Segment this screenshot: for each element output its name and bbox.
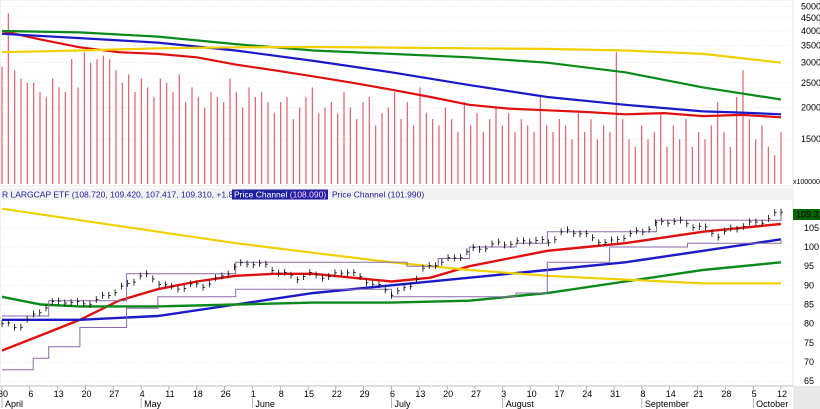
volume-y-tick-label: 5000 xyxy=(801,1,820,11)
x-axis: 30 6 13 20 27 4 11 18 26 1 8 15 22 29 6 13 20 27 3 10 17 24 31… xyxy=(0,385,793,409)
last-price-value: 109.31 xyxy=(796,210,820,220)
x-tick-label: 1 xyxy=(251,389,256,399)
x-tick-label: 6 xyxy=(390,389,395,399)
x-tick-label: 14 xyxy=(666,389,676,399)
volume-panel: 5000 4500 4000 3500 3000 2500 2000 1500 xyxy=(0,0,820,187)
price-y-tick-label: 65 xyxy=(804,376,814,386)
x-tick-label: 24 xyxy=(582,389,592,399)
price-y-tick-label: 70 xyxy=(804,357,814,367)
legend-symbol: R LARGCAP ETF xyxy=(2,190,69,200)
last-price-badge: 109.31 xyxy=(793,209,820,220)
x-tick-label: 17 xyxy=(554,389,564,399)
volume-ma-red-line xyxy=(1,29,782,119)
x-tick-label: 27 xyxy=(471,389,481,399)
price-channel-lower-line xyxy=(2,239,782,371)
volume-y-tick-label: 1500 xyxy=(801,134,820,144)
svg-text:Price Channel (1: Price Channel (101.990) xyxy=(332,190,424,200)
x-month-label: April xyxy=(5,399,23,409)
price-legend: R LARGCAP ETF (108.720, 109.420, 107.417… xyxy=(0,189,792,200)
price-y-tick-label: 90 xyxy=(804,280,814,290)
x-tick-label: 11 xyxy=(165,389,174,399)
price-y-tick-label: 95 xyxy=(804,261,814,271)
x-month-label: June xyxy=(255,399,275,409)
price-y-tick-label: 80 xyxy=(804,319,814,329)
price-y-tick-label: 100 xyxy=(804,242,819,252)
x-tick-label: 13 xyxy=(54,389,64,399)
volume-ma-green-line xyxy=(1,29,782,101)
price-y-tick-label: 75 xyxy=(804,338,814,348)
x-tick-label: 6 xyxy=(28,389,33,399)
x-month-label: May xyxy=(144,399,162,409)
x-tick-label: 12 xyxy=(777,389,787,399)
legend-channel2-value: (101.990) xyxy=(388,190,425,200)
x-tick-label: 5 xyxy=(752,389,757,399)
svg-text:Price Channel (1: Price Channel (108.090) xyxy=(234,190,326,200)
x-tick-label: 8 xyxy=(640,389,645,399)
price-y-tick-label: 105 xyxy=(804,223,819,233)
x-tick-label: 27 xyxy=(109,389,119,399)
volume-ma-blue-line xyxy=(1,32,782,116)
x-tick-label: 20 xyxy=(443,389,453,399)
svg-text:R LARGCAP ETF (1: R LARGCAP ETF (108.720, 109.420, 107.417… xyxy=(2,190,255,200)
x-tick-label: 26 xyxy=(221,389,231,399)
x-tick-label: 4 xyxy=(140,389,145,399)
x-tick-label: 29 xyxy=(360,389,370,399)
x-month-label: October xyxy=(756,399,788,409)
x-tick-label: 18 xyxy=(193,389,203,399)
volume-y-tick-label: 4500 xyxy=(801,13,820,23)
legend-channel1-value: (108.090) xyxy=(290,190,327,200)
price-channel-upper-line xyxy=(2,212,782,317)
volume-y-tick-label: 2000 xyxy=(801,102,820,112)
x-tick-label: 10 xyxy=(527,389,537,399)
legend-channel2-label: Price Channel xyxy=(332,190,386,200)
x-month-label: August xyxy=(506,399,535,409)
x-tick-label: 20 xyxy=(81,389,91,399)
x-month-label: July xyxy=(395,399,412,409)
x-tick-label: 8 xyxy=(279,389,284,399)
legend-channel1-label: Price Channel xyxy=(234,190,288,200)
x-tick-label: 3 xyxy=(501,389,506,399)
volume-ma-yellow-line xyxy=(1,45,782,64)
volume-y-tick-label: 2500 xyxy=(801,78,820,88)
x-tick-label: 22 xyxy=(332,389,342,399)
x-month-label: September xyxy=(645,399,689,409)
price-y-tick-label: 85 xyxy=(804,300,814,310)
volume-unit-label: x100000 xyxy=(793,179,820,186)
x-tick-label: 15 xyxy=(304,389,314,399)
volume-y-tick-label: 3500 xyxy=(801,41,820,51)
corner-box xyxy=(793,386,820,409)
price-panel: 105 100 95 90 85 80 75 70 65 xyxy=(0,188,819,387)
volume-y-tick-label: 4000 xyxy=(801,26,820,36)
x-tick-label: 21 xyxy=(694,389,704,399)
volume-y-tick-label: 3000 xyxy=(801,58,820,68)
price-ma-red-line xyxy=(1,222,782,352)
x-tick-label: 28 xyxy=(721,389,731,399)
price-ma-blue-line xyxy=(2,238,782,321)
x-tick-label: 30 xyxy=(0,389,8,399)
x-tick-label: 31 xyxy=(610,389,620,399)
legend-ohlc: (108.720, 109.420, 107.417, 109.310, +1.… xyxy=(72,190,255,200)
x-tick-label: 13 xyxy=(415,389,425,399)
